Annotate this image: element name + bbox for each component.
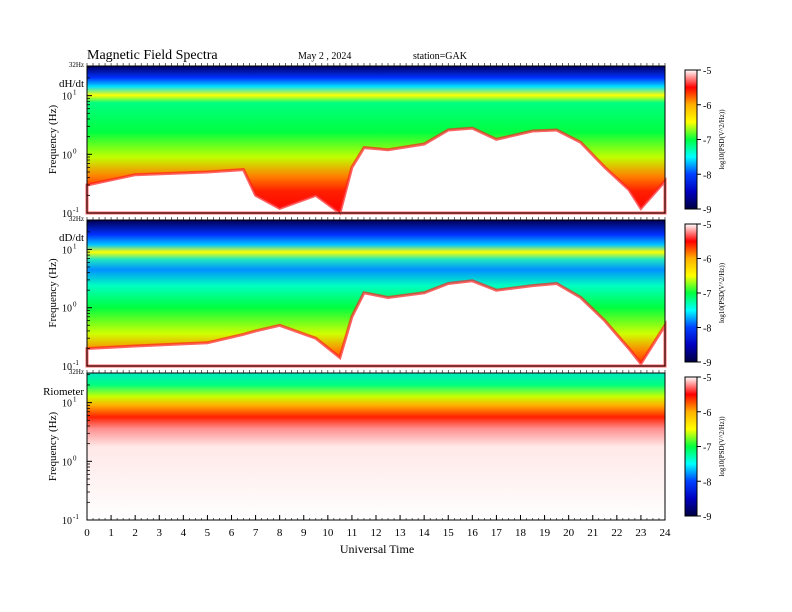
y-tick-exponent: 1	[73, 242, 77, 250]
y-tick-exponent: 0	[73, 454, 77, 462]
y-tick-label: 10	[62, 92, 72, 103]
x-tick-label: 18	[515, 527, 527, 539]
x-tick-label: 22	[611, 527, 622, 539]
x-axis-label: Universal Time	[340, 542, 414, 556]
x-tick-label: 17	[491, 527, 503, 539]
panel-name: Riometer	[43, 386, 84, 398]
x-tick-label: 23	[635, 527, 647, 539]
x-tick-label: 19	[539, 527, 551, 539]
y-tick-exponent: 0	[73, 147, 77, 155]
x-tick-label: 13	[395, 527, 407, 539]
y-tick-exponent: 0	[73, 301, 77, 309]
top-frequency-label: 32Hz	[69, 61, 84, 69]
low-power-region	[85, 126, 667, 216]
x-axis: 0 1 2 3 4 5 6 7 8 9 10 11 12 13 14 15 16 17 18 19 20 21 22 23 24	[84, 515, 671, 539]
colorbar-tick-label: -8	[703, 170, 711, 181]
y-tick-exponent: -1	[73, 206, 79, 214]
station-label: station=GAK	[413, 51, 468, 62]
x-tick-label: 8	[277, 527, 283, 539]
x-tick-label: 21	[587, 527, 598, 539]
x-tick-label: 12	[371, 527, 382, 539]
x-tick-label: 6	[229, 527, 235, 539]
colorbar	[684, 376, 698, 517]
x-tick-label: 1	[108, 527, 114, 539]
figure-title: Magnetic Field Spectra	[87, 48, 218, 63]
y-tick-exponent: -1	[73, 359, 79, 367]
y-axis-label: Frequency (Hz)	[47, 258, 59, 328]
x-tick-label: 3	[157, 527, 163, 539]
colorbar-tick-label: -5	[703, 66, 711, 77]
y-axis-label: Frequency (Hz)	[47, 412, 59, 482]
colorbar-tick-label: -7	[703, 136, 711, 147]
x-tick-label: 2	[132, 527, 138, 539]
colorbar-tick-label: -7	[703, 443, 711, 454]
y-tick-label: 10	[62, 209, 72, 220]
spectrogram-image	[87, 373, 665, 520]
date-label: May 2 , 2024	[298, 51, 351, 62]
top-frequency-label: 32Hz	[69, 368, 84, 376]
x-tick-label: 10	[322, 527, 334, 539]
panel-name: dD/dt	[59, 232, 84, 244]
colorbar-tick-label: -5	[703, 220, 711, 231]
colorbar-label: log10(PSD(V^2/Hz))	[718, 109, 726, 170]
y-tick-label: 10	[62, 516, 72, 527]
y-tick-exponent: -1	[73, 513, 79, 521]
y-tick-label: 10	[62, 304, 72, 315]
colorbar-label: log10(PSD(V^2/Hz))	[718, 416, 726, 477]
y-tick-exponent: 1	[73, 89, 77, 97]
colorbar-tick-label: -8	[703, 477, 711, 488]
x-tick-label: 16	[467, 527, 479, 539]
y-tick-label: 10	[62, 362, 72, 373]
y-tick-label: 10	[62, 245, 72, 256]
x-tick-label: 4	[181, 527, 187, 539]
colorbar	[684, 223, 698, 363]
colorbar-tick-label: -6	[703, 255, 711, 266]
colorbar-tick-label: -6	[703, 408, 711, 419]
x-tick-label: 11	[347, 527, 358, 539]
x-tick-label: 0	[84, 527, 90, 539]
colorbar-tick-label: -6	[703, 101, 711, 112]
x-tick-label: 14	[419, 527, 431, 539]
colorbar-tick-label: -9	[703, 358, 711, 369]
colorbar-tick-label: -5	[703, 373, 711, 384]
y-tick-label: 10	[62, 150, 72, 161]
y-tick-label: 10	[62, 399, 72, 410]
x-tick-label: 20	[563, 527, 575, 539]
x-tick-label: 5	[205, 527, 211, 539]
x-tick-label: 24	[660, 527, 672, 539]
x-tick-label: 9	[301, 527, 307, 539]
y-tick-label: 10	[62, 457, 72, 468]
panel-name: dH/dt	[59, 78, 84, 90]
x-tick-label: 7	[253, 527, 259, 539]
top-frequency-label: 32Hz	[69, 215, 84, 223]
colorbar-label: log10(PSD(V^2/Hz))	[718, 262, 726, 323]
colorbar-tick-label: -8	[703, 324, 711, 335]
colorbar	[684, 69, 698, 210]
x-tick-label: 15	[443, 527, 455, 539]
colorbar-tick-label: -7	[703, 289, 711, 300]
colorbar-tick-label: -9	[703, 512, 711, 523]
y-axis-label: Frequency (Hz)	[47, 105, 59, 175]
low-power-region	[85, 279, 667, 368]
y-tick-exponent: 1	[73, 396, 77, 404]
colorbar-tick-label: -9	[703, 205, 711, 216]
